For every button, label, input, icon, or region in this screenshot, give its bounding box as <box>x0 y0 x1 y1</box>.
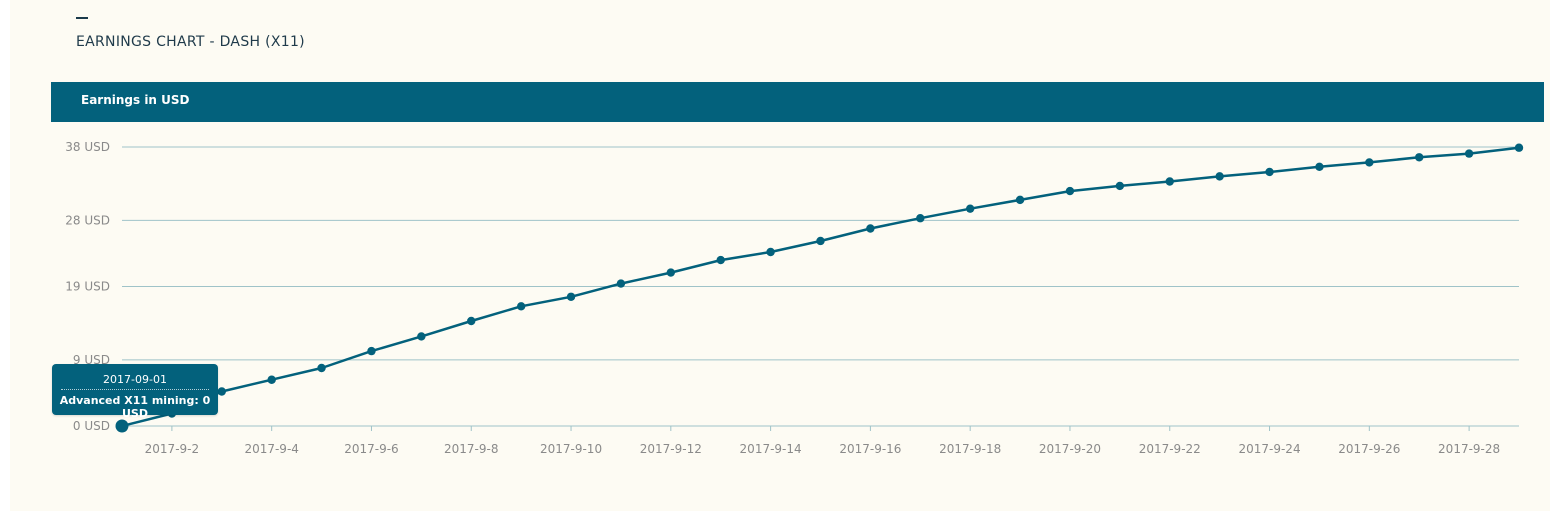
data-point[interactable]: 2017-09-22: 33.3 <box>1165 177 1174 186</box>
x-tick-label: 2017-9-28 <box>1438 442 1500 456</box>
page-title: EARNINGS CHART - DASH (X11) <box>76 34 305 50</box>
data-point[interactable]: 2017-09-03: 4.7 <box>217 387 226 396</box>
x-tick-label: 2017-9-2 <box>145 442 199 456</box>
data-point[interactable]: 2017-09-14: 23.7 <box>766 247 775 257</box>
data-tooltip: 2017-09-01 Advanced X11 mining: 0 USD <box>52 364 218 420</box>
chart-header-label: Earnings in USD <box>81 93 190 107</box>
data-point[interactable]: 2017-09-05: 7.9 <box>317 363 326 373</box>
data-point[interactable]: 2017-09-09: 16.3 <box>516 302 526 311</box>
data-point[interactable]: 2017-09-15: 25.2 <box>816 236 825 246</box>
x-tick-label: 2017-9-18 <box>939 442 1001 456</box>
y-axis-tick-labels: 0 USD 9 USD 19 USD 28 USD 38 USD <box>65 140 110 433</box>
data-point[interactable]: 2017-09-21: 32.7 <box>1115 181 1125 191</box>
data-point[interactable]: 2017-09-13: 22.6 <box>716 255 725 265</box>
title-accent-dash <box>76 17 88 19</box>
y-tick-label: 9 USD <box>73 353 110 367</box>
x-tick-label: 2017-9-16 <box>839 442 901 456</box>
x-tick-label: 2017-9-6 <box>344 442 398 456</box>
x-axis-tick-labels: 2017-9-2 2017-9-4 2017-9-6 2017-9-8 2017-9-1… <box>145 426 1500 456</box>
data-point[interactable]: 2017-09-12: 20.9 <box>666 268 676 277</box>
x-tick-label: 2017-9-24 <box>1238 442 1300 456</box>
data-point[interactable]: 2017-09-10: 17.6 <box>566 292 576 301</box>
data-point[interactable]: 2017-09-17: 28.3 <box>916 214 925 223</box>
x-tick-label: 2017-9-22 <box>1139 442 1201 456</box>
x-tick-label: 2017-9-12 <box>640 442 702 456</box>
data-point[interactable]: 2017-09-24: 34.6 <box>1265 167 1274 177</box>
y-tick-label: 28 USD <box>65 213 110 227</box>
chart-header-bar <box>51 82 1544 122</box>
tooltip-date: 2017-09-01 <box>61 373 209 390</box>
data-point[interactable]: 2017-09-26: 35.9 <box>1365 158 1374 167</box>
y-tick-label: 19 USD <box>65 280 110 294</box>
data-point[interactable]: 2017-09-27: 36.6 <box>1415 153 1424 162</box>
x-tick-label: 2017-9-8 <box>444 442 498 456</box>
data-point[interactable]: 2017-09-25: 35.3 <box>1315 162 1324 172</box>
data-point[interactable]: 2017-09-01: 0 <box>115 419 129 433</box>
y-tick-label: 38 USD <box>65 140 110 154</box>
data-point[interactable]: 2017-09-08: 14.3 <box>467 316 476 326</box>
data-point[interactable]: 2017-09-28: 37.1 <box>1464 149 1474 158</box>
data-point[interactable]: 2017-09-07: 12.2 <box>417 332 426 341</box>
x-tick-label: 2017-9-4 <box>244 442 298 456</box>
tooltip-value: Advanced X11 mining: 0 USD <box>59 394 211 420</box>
x-tick-label: 2017-9-14 <box>740 442 802 456</box>
data-point[interactable]: 2017-09-16: 26.9 <box>866 224 875 233</box>
data-point[interactable]: 2017-09-29: 37.9 <box>1514 143 1524 152</box>
grid-lines <box>122 146 1519 427</box>
data-point[interactable]: 2017-09-06: 10.2 <box>367 346 376 356</box>
x-tick-label: 2017-9-26 <box>1338 442 1400 456</box>
x-tick-label: 2017-9-10 <box>540 442 602 456</box>
data-point[interactable]: 2017-09-19: 30.8 <box>1015 195 1025 205</box>
data-point[interactable]: 2017-09-18: 29.6 <box>965 204 975 213</box>
data-point[interactable]: 2017-09-04: 6.3 <box>267 375 276 384</box>
data-point[interactable]: 2017-09-20: 32 <box>1065 186 1075 196</box>
y-tick-label: 0 USD <box>73 419 110 433</box>
data-point[interactable]: 2017-09-23: 34 <box>1215 172 1224 181</box>
x-tick-label: 2017-9-20 <box>1039 442 1101 456</box>
data-point[interactable]: 2017-09-11: 19.4 <box>616 279 626 288</box>
